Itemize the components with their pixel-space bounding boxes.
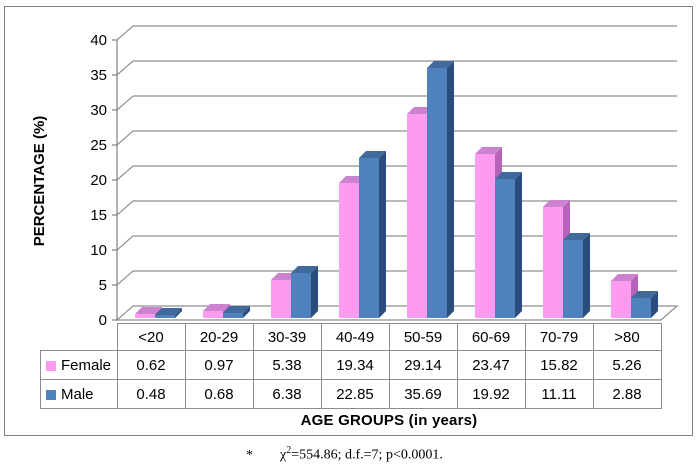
footnote-text: =554.86; d.f.=7; p<0.0001. (291, 447, 443, 463)
male-value-cell: 2.88 (592, 379, 662, 409)
female-value-cell: 19.34 (320, 350, 390, 380)
category-row: <20 20-29 30-39 40-49 50-59 60-69 70-79 … (41, 323, 662, 351)
bar-female-70-79-top-face (543, 200, 570, 207)
female-series-key-icon (46, 360, 56, 371)
bar-male-40-49-side-face (379, 151, 386, 318)
male-series-label: Male (61, 385, 94, 403)
male-value-cell: 6.38 (252, 379, 322, 409)
footnote-chi: χ (280, 447, 287, 463)
footnote-marker: * (246, 447, 253, 463)
male-value-cell: 35.69 (388, 379, 458, 409)
y-axis-title: PERCENTAGE (%) (31, 116, 48, 247)
gridline-depth-segment (116, 235, 134, 251)
bar-female-60-69-top-face (475, 147, 502, 154)
bar-chart-3d: 0 5 10 15 20 25 30 35 40 PERCENTAGE (%) (31, 25, 679, 329)
y-tick-label: 15 (90, 207, 107, 224)
y-tick-label: 35 (90, 67, 107, 84)
bar-female-60-69-front-face (475, 154, 495, 318)
footnote: * χ2=554.86; d.f.=7; p<0.0001. (246, 445, 443, 464)
bar-male-20-29-top-face (223, 306, 250, 313)
category-cell: 50-59 (388, 323, 458, 351)
bar-male-70-79-side-face (583, 233, 590, 318)
male-value-cell: 0.48 (116, 379, 186, 409)
bar-male-50-59-side-face (447, 61, 454, 318)
female-series-label: Female (61, 356, 112, 374)
bar-female-<20-front-face (135, 314, 155, 318)
male-value-cell: 19.92 (456, 379, 526, 409)
bar-male-<20-front-face (155, 315, 175, 318)
bar-female-30-39-front-face (271, 280, 291, 318)
y-tick-label: 20 (90, 172, 107, 189)
female-row-header: Female (40, 350, 118, 380)
bar-male-60-69-side-face (515, 172, 522, 318)
category-cell: >80 (592, 323, 662, 351)
gridline-depth-segment (116, 95, 134, 111)
female-value-cell: 15.82 (524, 350, 594, 380)
bar-male-50-59-front-face (427, 68, 447, 318)
category-cell: <20 (116, 323, 186, 351)
bar-male->80-front-face (631, 298, 651, 318)
bar-female-50-59-front-face (407, 114, 427, 318)
gridline-depth-segment (116, 130, 134, 146)
footnote-sup: 2 (286, 445, 292, 456)
y-tick-label: 10 (90, 242, 107, 259)
gridline-depth-segment (116, 25, 134, 41)
y-tick-label: 30 (90, 102, 107, 119)
y-tick-label: 0 (99, 312, 107, 329)
female-value-cell: 5.26 (592, 350, 662, 380)
male-value-cell: 22.85 (320, 379, 390, 409)
female-value-cell: 5.38 (252, 350, 322, 380)
bar-male-70-79-top-face (563, 233, 590, 240)
bar-female-20-29-front-face (203, 311, 223, 318)
x-axis-title: AGE GROUPS (in years) (300, 412, 478, 429)
y-tick-label: 5 (99, 277, 107, 294)
male-row: Male 0.48 0.68 6.38 22.85 35.69 19.92 11… (40, 379, 662, 409)
bar-male->80-side-face (651, 291, 658, 318)
male-series-key-icon (46, 389, 56, 400)
gridline-depth-segment (116, 165, 134, 181)
y-tick-label: 40 (90, 32, 107, 49)
gridline-depth-segment (116, 200, 134, 216)
bar-male->80-top-face (631, 291, 658, 298)
bar-female-<20-top-face (135, 307, 162, 314)
female-value-cell: 0.97 (184, 350, 254, 380)
bar-male-<20-side-face (175, 308, 182, 318)
category-cell: 20-29 (184, 323, 254, 351)
bar-male-60-69-top-face (495, 172, 522, 179)
bar-male-30-39-top-face (291, 266, 318, 273)
bar-male-20-29-front-face (223, 313, 243, 318)
bar-male-30-39-front-face (291, 273, 311, 318)
female-value-cell: 23.47 (456, 350, 526, 380)
bar-male-20-29-side-face (243, 306, 250, 318)
bar-male-40-49-top-face (359, 151, 386, 158)
category-cell: 40-49 (320, 323, 390, 351)
bar-male-50-59-top-face (427, 61, 454, 68)
bar-male-<20-top-face (155, 308, 182, 315)
y-tick-label: 25 (90, 137, 107, 154)
bar-female-70-79-front-face (543, 207, 563, 318)
chart-floor (115, 305, 679, 321)
male-value-cell: 0.68 (184, 379, 254, 409)
bar-male-40-49-front-face (359, 158, 379, 318)
bar-female->80-top-face (611, 274, 638, 281)
gridline-depth-segment (116, 270, 134, 286)
bar-female-20-29-top-face (203, 304, 230, 311)
table-corner-cell (41, 324, 118, 351)
bar-female->80-front-face (611, 281, 631, 318)
bar-female-40-49-front-face (339, 183, 359, 318)
female-value-cell: 29.14 (388, 350, 458, 380)
data-table: <20 20-29 30-39 40-49 50-59 60-69 70-79 … (40, 323, 662, 409)
category-cell: 60-69 (456, 323, 526, 351)
male-value-cell: 11.11 (524, 379, 594, 409)
bar-male-30-39-side-face (311, 266, 318, 318)
category-cell: 70-79 (524, 323, 594, 351)
bar-male-60-69-front-face (495, 179, 515, 318)
gridline-depth-segment (116, 60, 134, 76)
female-value-cell: 0.62 (116, 350, 186, 380)
category-cell: 30-39 (252, 323, 322, 351)
bar-male-70-79-front-face (563, 240, 583, 318)
male-row-header: Male (40, 379, 118, 409)
female-row: Female 0.62 0.97 5.38 19.34 29.14 23.47 … (40, 350, 662, 380)
